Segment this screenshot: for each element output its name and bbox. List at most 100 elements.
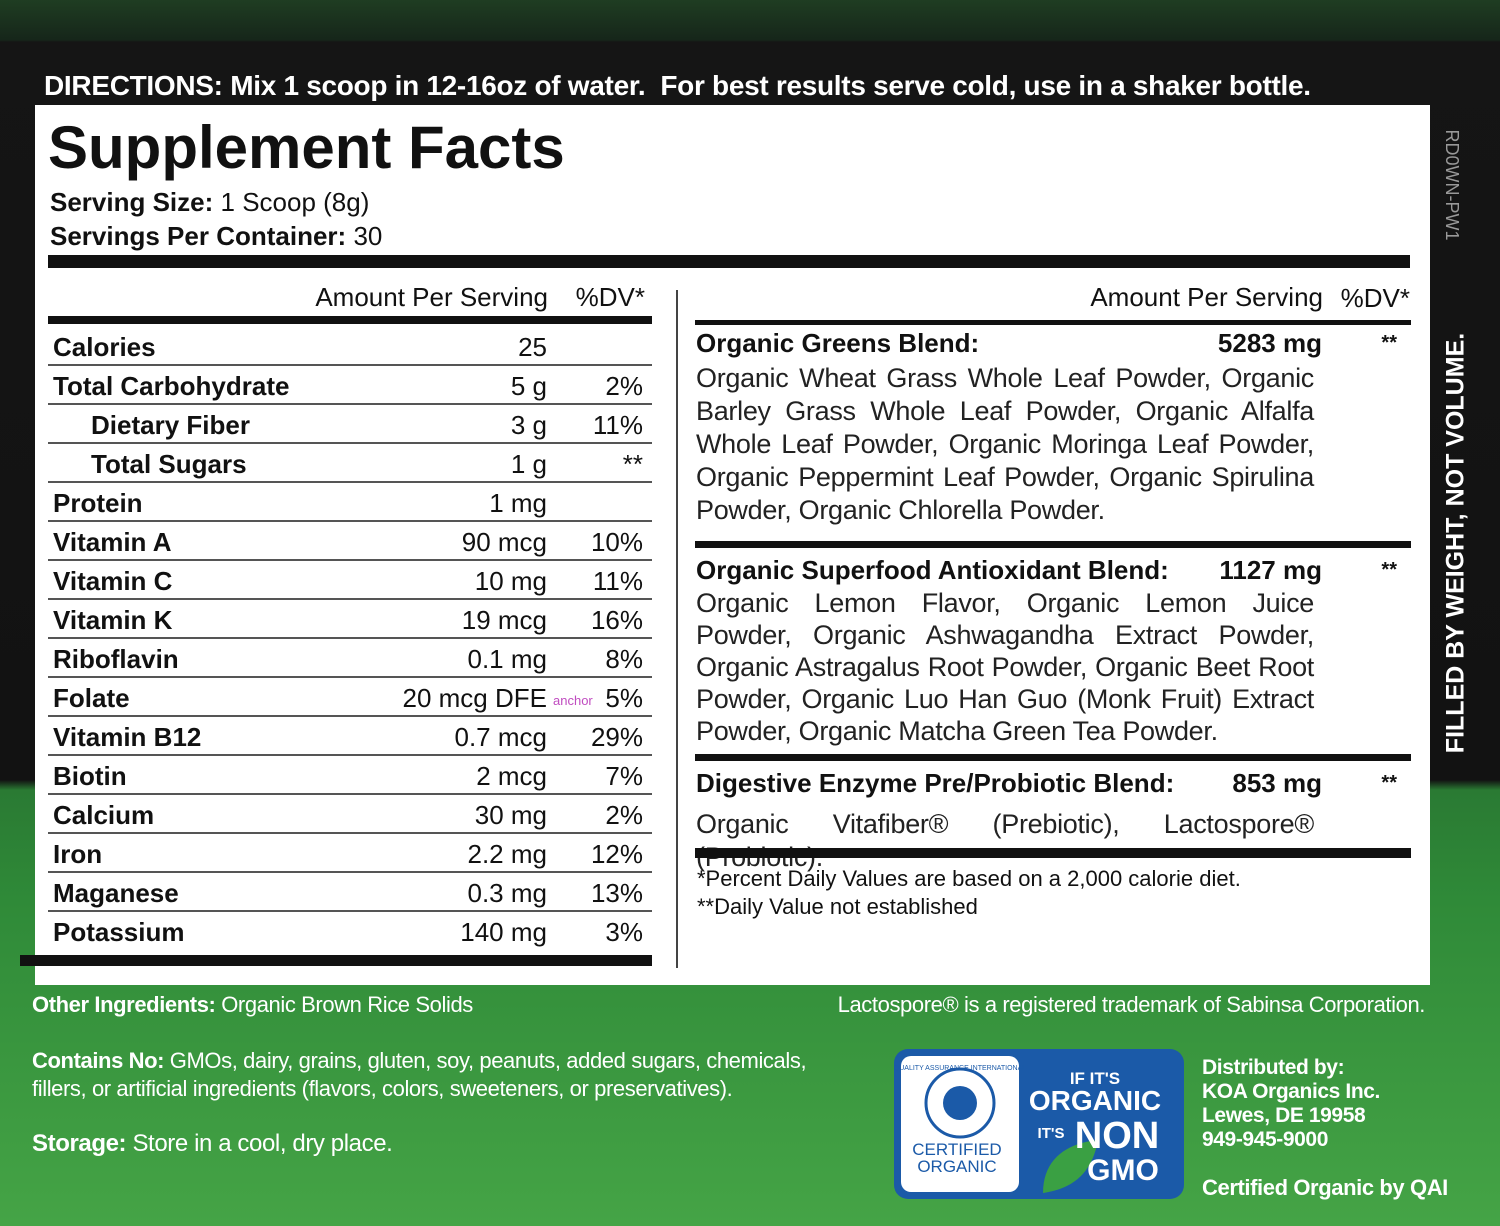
footnote: **Daily Value not established [697, 894, 978, 919]
blend-dv: ** [1381, 772, 1397, 794]
nutrient-name: Riboflavin [53, 644, 179, 674]
blend-dv: ** [1381, 332, 1397, 354]
nutrient-name: Total Carbohydrate [53, 371, 290, 401]
other-ingredients: Other Ingredients: Organic Brown Rice So… [32, 994, 473, 1016]
distributor-line: Distributed by: [1202, 1056, 1345, 1079]
bottom-rule [20, 955, 652, 966]
directions: DIRECTIONS: Mix 1 scoop in 12-16oz of wa… [44, 72, 1311, 100]
logo-certified: CERTIFIED [912, 1140, 1001, 1159]
nutrient-dv: ** [622, 449, 643, 479]
leaf [1043, 1140, 1098, 1193]
logo-text: ORGANIC [1029, 1085, 1161, 1116]
nutrient-name: Biotin [53, 761, 127, 791]
nutrient-dv: 8% [605, 644, 643, 674]
blend-rule [695, 754, 1411, 761]
storage: Storage: Store in a cool, dry place. [32, 1130, 393, 1157]
logo-organic: ORGANIC [917, 1157, 996, 1176]
distributor-line: 949-945-9000 [1202, 1128, 1328, 1151]
nutrient-amount: 19 mcg [461, 605, 547, 635]
nutrient-dv: 29% [590, 722, 643, 752]
text: GMOs, dairy, grains, gluten, soy, peanut… [169, 1048, 807, 1073]
footnote: *Percent Daily Values are based on a 2,0… [697, 866, 1241, 891]
directions-label: DIRECTIONS: [44, 70, 223, 101]
nutrient-amount: 90 mcg [461, 527, 547, 557]
text: Store in a cool, dry place. [132, 1130, 393, 1157]
row-rule [48, 871, 652, 873]
column-header: %DV* [1340, 283, 1410, 313]
trademark-note: Lactospore® is a registered trademark of… [837, 992, 1426, 1017]
nutrient-dv: 13% [590, 878, 643, 908]
blend-rule [695, 541, 1411, 548]
certification-logo: QUALITY ASSURANCE INTERNATIONAL CERTIFIE… [894, 1049, 1184, 1199]
header-rule [695, 320, 1411, 325]
product-code: RD0WN-PW1 [1442, 129, 1462, 241]
nutrient-dv: 5% [605, 683, 643, 713]
logo-text: IT'S [1038, 1125, 1065, 1142]
header-rule [48, 316, 652, 324]
row-rule [48, 910, 652, 912]
nutrient-amount: 25 [518, 332, 547, 362]
row-rule [48, 481, 652, 483]
nutrient-amount: 0.1 mg [467, 644, 548, 674]
logo-text: IF IT'S [1070, 1069, 1120, 1088]
nutrient-dv: 2% [605, 800, 643, 830]
contains-no-line: fillers, or artificial ingredients (flav… [32, 1076, 733, 1101]
directions-text: Mix 1 scoop in 12-16oz of water. For bes… [230, 70, 1311, 101]
nutrient-amount: 1 mg [489, 488, 547, 518]
row-rule [48, 442, 652, 444]
label: Contains No: [32, 1048, 165, 1073]
servings-value: 30 [353, 221, 383, 251]
column-header: %DV* [575, 282, 645, 312]
nutrient-dv: 10% [590, 527, 643, 557]
blend-amount: 853 mg [1232, 768, 1322, 798]
globe [943, 1086, 977, 1120]
stray-label: anchor [553, 693, 593, 708]
label: Other Ingredients: [32, 992, 216, 1017]
servings-per-container: Servings Per Container: 30 [50, 223, 382, 249]
nutrient-dv: 3% [605, 917, 643, 947]
row-rule [48, 754, 652, 756]
nutrient-name: Protein [53, 488, 143, 518]
column-header: Amount Per Serving [1090, 282, 1323, 312]
contains-no: Contains No: GMOs, dairy, grains, gluten… [32, 1048, 807, 1073]
blend-name: Organic Greens Blend: [696, 328, 980, 358]
blend-ingredients: Organic Vitafiber® (Prebiotic), Lactospo… [696, 809, 1314, 872]
nutrient-amount: 0.3 mg [467, 878, 548, 908]
nutrient-name: Vitamin B12 [53, 722, 202, 752]
row-rule [48, 832, 652, 834]
serving-size-label: Serving Size: [50, 187, 214, 217]
side-note: FILLED BY WEIGHT, NOT VOLUME. [1441, 332, 1470, 754]
distributor-line: KOA Organics Inc. [1202, 1080, 1380, 1103]
nutrient-name: Maganese [53, 878, 179, 908]
servings-label: Servings Per Container: [50, 221, 347, 251]
nutrient-dv: 11% [592, 566, 643, 596]
blend-ingredients: Organic Wheat Grass Whole Leaf Powder, O… [696, 363, 1314, 525]
logo-left [901, 1056, 1019, 1192]
serving-size: Serving Size: 1 Scoop (8g) [50, 189, 369, 215]
row-rule [48, 715, 652, 717]
row-rule [48, 403, 652, 405]
row-rule [48, 676, 652, 678]
nutrient-name: Dietary Fiber [91, 410, 250, 440]
nutrient-dv: 7% [605, 761, 643, 791]
nutrient-name: Vitamin A [53, 527, 172, 557]
nutrient-amount: 30 mg [474, 800, 547, 830]
nutrient-name: Total Sugars [91, 449, 247, 479]
row-rule [48, 364, 652, 366]
nutrient-name: Calories [53, 332, 156, 362]
nutrient-dv: 2% [605, 371, 643, 401]
blend-amount: 1127 mg [1219, 555, 1322, 585]
logo-text: NON [1075, 1115, 1159, 1157]
row-rule [48, 637, 652, 639]
row-rule [48, 559, 652, 561]
serving-size-value: 1 Scoop (8g) [220, 187, 370, 217]
nutrient-name: Calcium [53, 800, 155, 830]
blend-name: Digestive Enzyme Pre/Probiotic Blend: [696, 768, 1175, 798]
nutrient-amount: 5 g [510, 371, 547, 401]
nutrient-name: Vitamin C [53, 566, 173, 596]
nutrient-name: Potassium [53, 917, 185, 947]
qai-seal [924, 1067, 996, 1139]
row-rule [48, 793, 652, 795]
blend-dv: ** [1381, 559, 1397, 581]
